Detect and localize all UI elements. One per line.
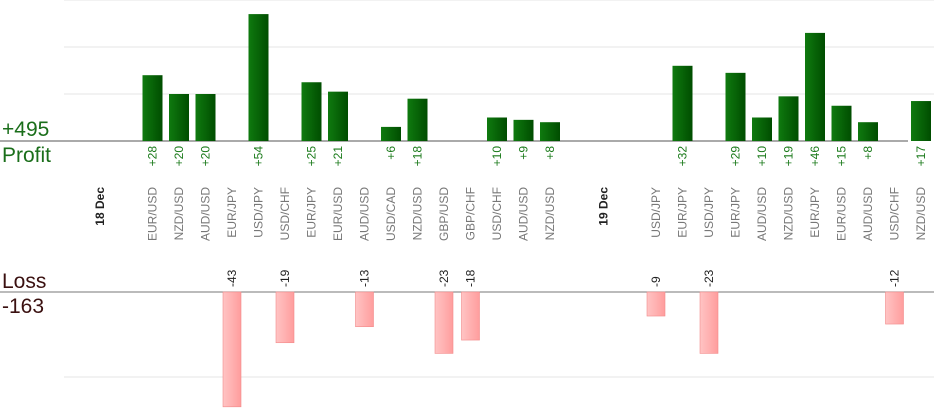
category-label: NZD/USD [411, 187, 425, 241]
profit-value-label: +28 [146, 146, 160, 167]
category-label: AUD/USD [199, 187, 213, 241]
profit-value-label: +20 [199, 146, 213, 167]
category-label: EUR/JPY [225, 187, 239, 238]
bars [142, 14, 931, 408]
loss-value-label: -23 [437, 269, 451, 287]
loss-value-label: -12 [888, 269, 902, 287]
category-label: NZD/USD [172, 187, 186, 241]
loss-bar [699, 291, 719, 354]
loss-bar [461, 291, 480, 341]
profit-value-label: +15 [835, 146, 849, 167]
category-label: USD/CHF [278, 187, 292, 240]
profit-bar [513, 119, 534, 141]
loss-value-label: -23 [702, 269, 716, 287]
loss-value-label: -43 [225, 269, 239, 287]
profit-bar [169, 94, 189, 141]
profit-value-label: +46 [808, 146, 822, 167]
profit-value-label: +10 [490, 146, 504, 167]
profit-bar [911, 101, 931, 141]
category-label: USD/CHF [490, 187, 504, 240]
profit-bar [328, 91, 348, 141]
category-label: NZD/USD [914, 187, 928, 241]
category-label: AUD/USD [358, 187, 372, 241]
category-label: NZD/USD [782, 187, 796, 241]
category-label: AUD/USD [517, 187, 531, 241]
category-label: NZD/USD [543, 187, 557, 241]
category-label: AUD/USD [755, 187, 769, 241]
loss-bar [222, 291, 242, 408]
profit-bar [381, 126, 401, 141]
profit-bar [831, 105, 852, 141]
profit-bar [858, 122, 878, 141]
labels: +28 +20 +20 +54 +25 +21 +6 +18 +10 +9 +8 +32 +29 +10 +… [93, 146, 928, 287]
profit-value-label: +17 [914, 146, 928, 167]
loss-value-label: -13 [358, 269, 372, 287]
profit-total: +495 [2, 118, 50, 141]
profit-bar [540, 122, 560, 141]
loss-value-label: -9 [649, 276, 663, 287]
profit-bar [725, 72, 746, 141]
profit-value-label: +29 [729, 146, 743, 167]
category-label: USD/JPY [702, 187, 716, 238]
category-label: USD/CAD [384, 187, 398, 241]
profit-bar [248, 14, 269, 142]
category-label: GBP/USD [437, 187, 451, 241]
profit-value-label: +9 [517, 146, 531, 160]
category-label: GBP/CHF [464, 187, 478, 240]
profit-value-label: +25 [305, 146, 319, 167]
category-label: USD/JPY [649, 187, 663, 238]
profit-value-label: +19 [782, 146, 796, 167]
profit-value-label: +20 [172, 146, 186, 167]
category-label: EUR/JPY [808, 187, 822, 238]
category-label: EUR/JPY [676, 187, 690, 238]
category-label: EUR/JPY [729, 187, 743, 238]
profit-bar [142, 75, 163, 141]
category-label: EUR/USD [146, 187, 160, 241]
loss-value-label: -18 [464, 269, 478, 287]
profit-bar [805, 32, 825, 141]
profit-value-label: +18 [411, 146, 425, 167]
category-label: EUR/USD [835, 187, 849, 241]
profit-bar [778, 96, 799, 141]
category-label: AUD/USD [861, 187, 875, 241]
loss-value-label: -19 [278, 269, 292, 287]
loss-bar [885, 291, 904, 325]
profit-bar [301, 82, 322, 141]
profit-value-label: +21 [331, 146, 345, 167]
profit-value-label: +54 [252, 146, 266, 167]
profit-value-label: +8 [861, 146, 875, 160]
loss-bar [434, 291, 454, 354]
profit-value-label: +10 [755, 146, 769, 167]
profit-label: Profit [2, 144, 52, 167]
profit-value-label: +6 [384, 146, 398, 160]
loss-bar [275, 291, 295, 344]
date-label: 19 Dec [597, 187, 611, 226]
category-label: USD/JPY [252, 187, 266, 238]
category-label: USD/CHF [888, 187, 902, 240]
loss-bar [646, 291, 666, 317]
profit-bar [672, 65, 693, 141]
profit-bar [407, 98, 428, 141]
profit-value-label: +32 [676, 146, 690, 167]
category-label: EUR/JPY [305, 187, 319, 238]
profit-bar [752, 117, 772, 141]
loss-label: Loss [2, 270, 47, 293]
loss-bar [355, 291, 374, 328]
profit-value-label: +8 [543, 146, 557, 160]
category-label: EUR/USD [331, 187, 345, 241]
date-label: 18 Dec [93, 187, 107, 226]
loss-total: -163 [2, 295, 45, 318]
profit-bar [195, 94, 216, 141]
profit-bar [487, 117, 507, 141]
